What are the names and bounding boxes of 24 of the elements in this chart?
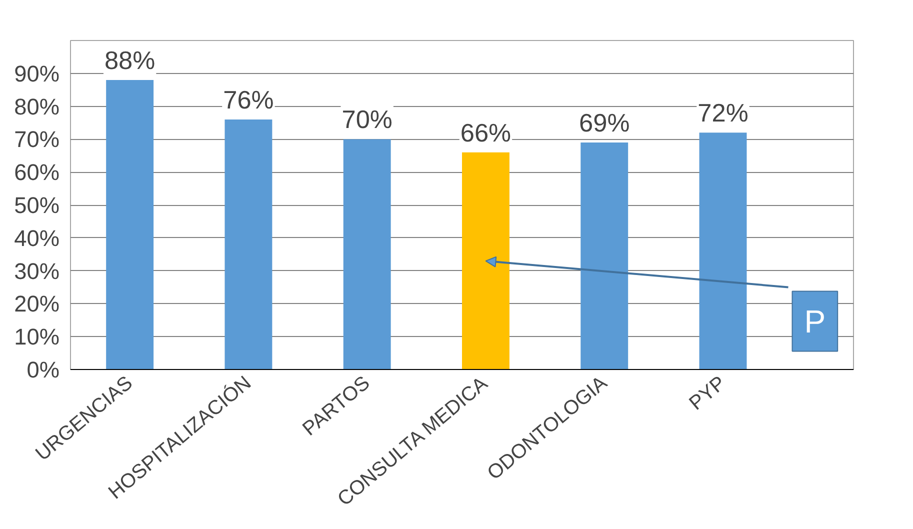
y-tick-label: 20%	[14, 290, 60, 317]
data-label: 66%	[460, 119, 512, 148]
y-tick-label: 30%	[14, 258, 60, 284]
data-label: 70%	[342, 106, 392, 134]
data-label: 72%	[698, 100, 748, 128]
data-label: 88%	[104, 46, 156, 75]
x-tick-label: PYP	[685, 372, 730, 415]
y-tick-label: 80%	[14, 93, 60, 120]
annotation: P	[804, 303, 826, 340]
bar	[106, 80, 154, 370]
y-tick-label: 10%	[14, 324, 60, 350]
y-tick-label: 90%	[14, 60, 60, 86]
bar	[699, 132, 747, 370]
bar	[462, 152, 510, 370]
bar	[580, 142, 628, 370]
bar	[343, 139, 391, 370]
y-tick-label: 70%	[14, 126, 60, 152]
y-tick-label: 40%	[14, 224, 60, 251]
y-tick-label: 60%	[14, 159, 60, 186]
y-tick-label: 0%	[26, 356, 60, 382]
y-tick-label: 50%	[14, 192, 60, 218]
data-label: 69%	[579, 109, 630, 138]
bar	[224, 119, 272, 370]
data-label: 76%	[223, 86, 274, 114]
